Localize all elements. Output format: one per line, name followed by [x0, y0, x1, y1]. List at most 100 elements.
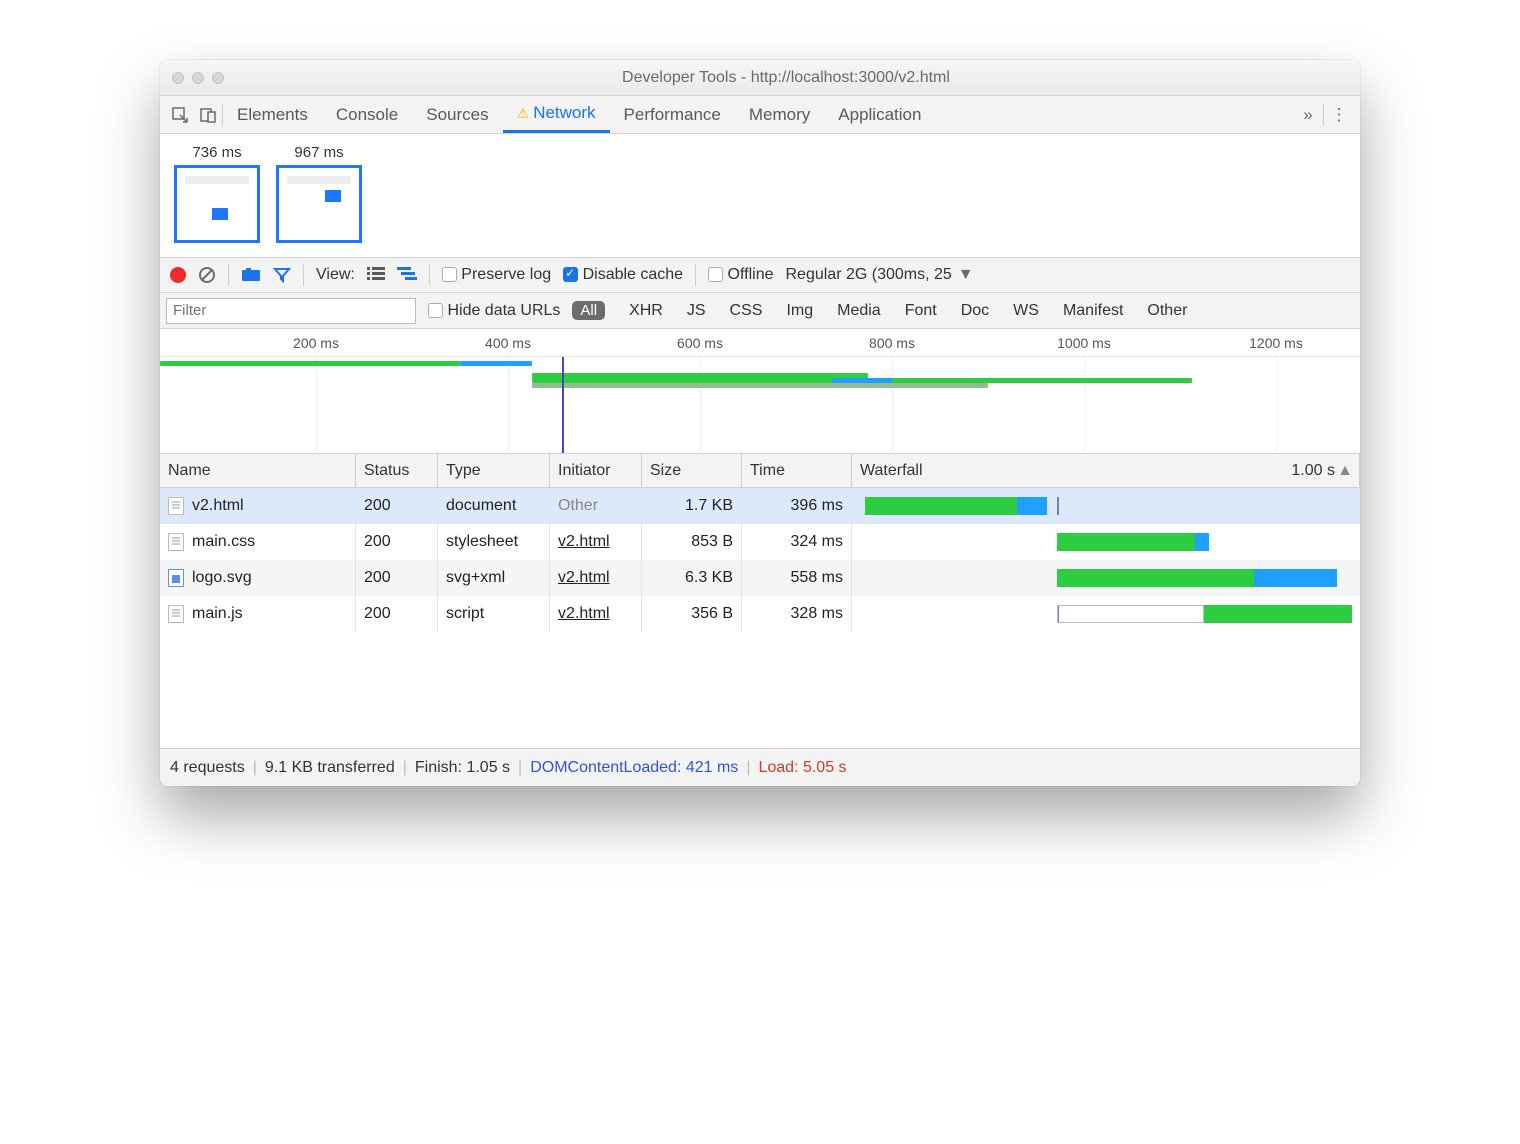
overview-bar: [532, 383, 988, 388]
cell-status: 200: [356, 488, 438, 524]
filter-bar: Hide data URLs All XHR JS CSS Img Media Font D…: [160, 293, 1360, 329]
devtools-window: Developer Tools - http://localhost:3000/…: [160, 60, 1360, 786]
request-table: v2.html200documentOther1.7 KB396 msmain.…: [160, 488, 1360, 748]
titlebar: Developer Tools - http://localhost:3000/…: [160, 60, 1360, 96]
cell-name: logo.svg: [160, 560, 356, 596]
cell-initiator: v2.html: [550, 560, 642, 596]
col-status[interactable]: Status: [356, 454, 438, 487]
waterfall-segment: [1254, 569, 1338, 587]
tab-elements[interactable]: Elements: [223, 96, 322, 133]
tab-application[interactable]: Application: [824, 96, 935, 133]
network-toolbar: View: Preserve log Disable cache Offline…: [160, 257, 1360, 293]
cell-type: svg+xml: [438, 560, 550, 596]
file-icon: [168, 569, 184, 587]
cell-initiator: v2.html: [550, 524, 642, 560]
record-button[interactable]: [170, 267, 186, 283]
tab-performance[interactable]: Performance: [610, 96, 735, 133]
cell-time: 396 ms: [742, 488, 852, 524]
col-type[interactable]: Type: [438, 454, 550, 487]
filter-type-font[interactable]: Font: [905, 302, 937, 320]
timeline-tick: 1000 ms: [1057, 335, 1111, 351]
col-time[interactable]: Time: [742, 454, 852, 487]
timeline-tick: 800 ms: [869, 335, 915, 351]
filter-type-ws[interactable]: WS: [1013, 302, 1039, 320]
request-row[interactable]: main.css200stylesheetv2.html853 B324 ms: [160, 524, 1360, 560]
preserve-log-checkbox[interactable]: Preserve log: [442, 266, 551, 284]
status-bar: 4 requests| 9.1 KB transferred| Finish: …: [160, 748, 1360, 786]
file-icon: [168, 533, 184, 551]
filter-type-js[interactable]: JS: [687, 302, 706, 320]
view-waterfall-icon[interactable]: [397, 266, 417, 285]
dcl-marker: [1057, 497, 1059, 515]
filter-type-media[interactable]: Media: [837, 302, 881, 320]
tab-network[interactable]: ⚠Network: [503, 96, 610, 133]
filter-input[interactable]: [166, 298, 416, 324]
cell-time: 558 ms: [742, 560, 852, 596]
chevron-down-icon: ▼: [958, 266, 974, 284]
filmstrip-time: 967 ms: [294, 144, 343, 161]
kebab-menu-icon[interactable]: ⋮: [1324, 105, 1354, 125]
tab-sources[interactable]: Sources: [412, 96, 502, 133]
status-load: Load: 5.05 s: [758, 759, 846, 777]
cell-waterfall: [852, 488, 1360, 524]
device-icon[interactable]: [194, 106, 222, 124]
panel-tabs: ElementsConsoleSources⚠NetworkPerformanc…: [160, 96, 1360, 134]
col-name[interactable]: Name: [160, 454, 356, 487]
disable-cache-checkbox[interactable]: Disable cache: [563, 266, 683, 284]
tab-memory[interactable]: Memory: [735, 96, 824, 133]
filter-type-img[interactable]: Img: [786, 302, 813, 320]
request-row[interactable]: v2.html200documentOther1.7 KB396 ms: [160, 488, 1360, 524]
timeline-tick: 600 ms: [677, 335, 723, 351]
hide-data-urls-checkbox[interactable]: Hide data URLs: [428, 302, 560, 320]
traffic-lights[interactable]: [172, 72, 224, 84]
cell-type: script: [438, 596, 550, 632]
filter-type-all[interactable]: All: [572, 301, 605, 320]
overview-bar: [460, 361, 532, 366]
col-size[interactable]: Size: [642, 454, 742, 487]
filter-type-manifest[interactable]: Manifest: [1063, 302, 1123, 320]
cell-status: 200: [356, 524, 438, 560]
waterfall-segment: [1017, 497, 1047, 515]
cell-status: 200: [356, 596, 438, 632]
timeline-tick: 200 ms: [293, 335, 339, 351]
col-waterfall[interactable]: Waterfall 1.00 s ▲: [852, 454, 1360, 487]
filmstrip-frame[interactable]: 736 ms: [174, 144, 260, 243]
cell-time: 324 ms: [742, 524, 852, 560]
timeline-overview[interactable]: 200 ms400 ms600 ms800 ms1000 ms1200 ms: [160, 329, 1360, 454]
offline-checkbox[interactable]: Offline: [708, 266, 773, 284]
tab-console[interactable]: Console: [322, 96, 412, 133]
filter-type-doc[interactable]: Doc: [961, 302, 989, 320]
clear-icon[interactable]: [198, 266, 216, 284]
filter-type-other[interactable]: Other: [1147, 302, 1187, 320]
col-initiator[interactable]: Initiator: [550, 454, 642, 487]
cell-status: 200: [356, 560, 438, 596]
inspect-icon[interactable]: [166, 106, 194, 124]
cell-size: 356 B: [642, 596, 742, 632]
timeline-cursor[interactable]: [562, 357, 564, 453]
file-icon: [168, 497, 184, 515]
overview-bar: [160, 361, 460, 366]
cell-initiator: v2.html: [550, 596, 642, 632]
screenshots-icon[interactable]: [241, 267, 261, 283]
view-label: View:: [316, 266, 355, 284]
status-dcl: DOMContentLoaded: 421 ms: [530, 759, 738, 777]
filter-type-xhr[interactable]: XHR: [629, 302, 663, 320]
tabs-overflow-icon[interactable]: »: [1293, 105, 1323, 125]
table-header: Name Status Type Initiator Size Time Wat…: [160, 454, 1360, 488]
request-row[interactable]: main.js200scriptv2.html356 B328 ms: [160, 596, 1360, 632]
filmstrip-time: 736 ms: [192, 144, 241, 161]
request-row[interactable]: logo.svg200svg+xmlv2.html6.3 KB558 ms: [160, 560, 1360, 596]
filmstrip-frame[interactable]: 967 ms: [276, 144, 362, 243]
throttle-select[interactable]: Regular 2G (300ms, 25▼: [785, 266, 973, 284]
filmstrip-thumb: [174, 165, 260, 243]
filter-icon[interactable]: [273, 266, 291, 284]
cell-name: v2.html: [160, 488, 356, 524]
view-list-icon[interactable]: [367, 266, 385, 285]
cell-type: document: [438, 488, 550, 524]
filter-type-css[interactable]: CSS: [730, 302, 763, 320]
timeline-tick: 1200 ms: [1249, 335, 1303, 351]
waterfall-segment: [1195, 533, 1210, 551]
cell-name: main.css: [160, 524, 356, 560]
cell-size: 1.7 KB: [642, 488, 742, 524]
status-transferred: 9.1 KB transferred: [265, 759, 395, 777]
